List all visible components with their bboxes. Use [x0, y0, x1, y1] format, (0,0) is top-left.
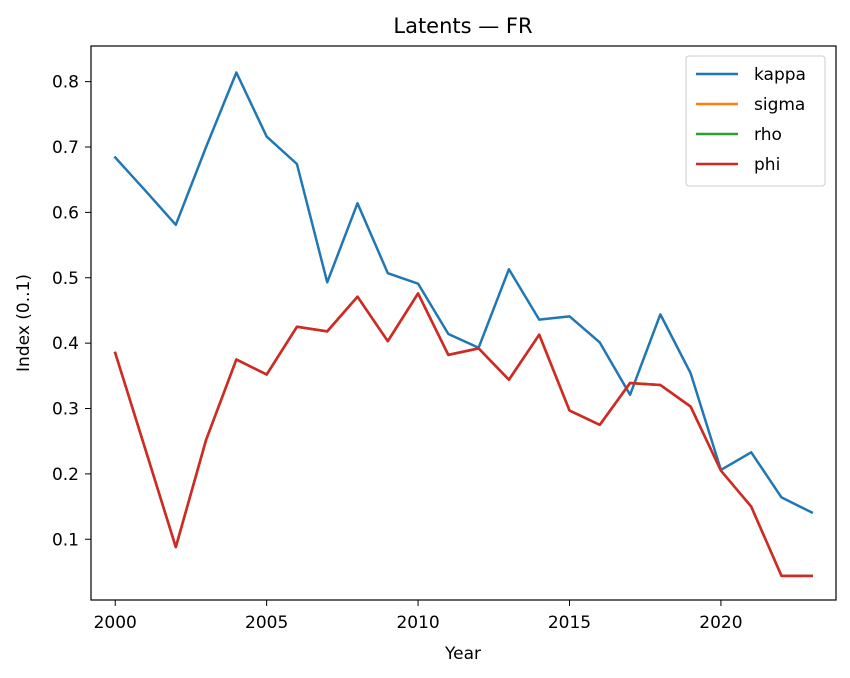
- y-tick-label: 0.5: [52, 269, 79, 289]
- y-tick-label: 0.8: [52, 73, 79, 93]
- legend-label-kappa: kappa: [754, 65, 806, 85]
- y-tick-label: 0.2: [52, 465, 79, 485]
- x-axis-title: Year: [444, 644, 481, 664]
- y-axis-title: Index (0..1): [14, 274, 34, 372]
- x-tick-label: 2000: [94, 613, 137, 633]
- legend-label-rho: rho: [754, 125, 782, 145]
- x-tick-label: 2015: [548, 613, 591, 633]
- y-tick-label: 0.6: [52, 203, 79, 223]
- x-tick-label: 2010: [396, 613, 439, 633]
- legend-label-sigma: sigma: [754, 95, 805, 115]
- x-tick-label: 2020: [699, 613, 742, 633]
- y-axis: 0.1 0.2 0.3 0.4 0.5 0.6 0.7 0.8: [52, 73, 91, 550]
- y-tick-label: 0.3: [52, 400, 79, 420]
- series-layer: [113, 71, 814, 578]
- chart-title: Latents — FR: [393, 14, 532, 38]
- series-line-kappa: [113, 71, 814, 515]
- x-tick-label: 2005: [245, 613, 288, 633]
- legend: kappa sigma rho phi: [685, 55, 826, 187]
- legend-label-phi: phi: [754, 155, 780, 175]
- y-tick-label: 0.1: [52, 530, 79, 550]
- legend-box: [685, 55, 826, 187]
- series-line-phi: [113, 292, 814, 578]
- y-tick-label: 0.7: [52, 138, 79, 158]
- plot-frame: [90, 45, 837, 601]
- x-axis: 2000 2005 2010 2015 2020: [94, 600, 743, 633]
- y-tick-label: 0.4: [52, 334, 79, 354]
